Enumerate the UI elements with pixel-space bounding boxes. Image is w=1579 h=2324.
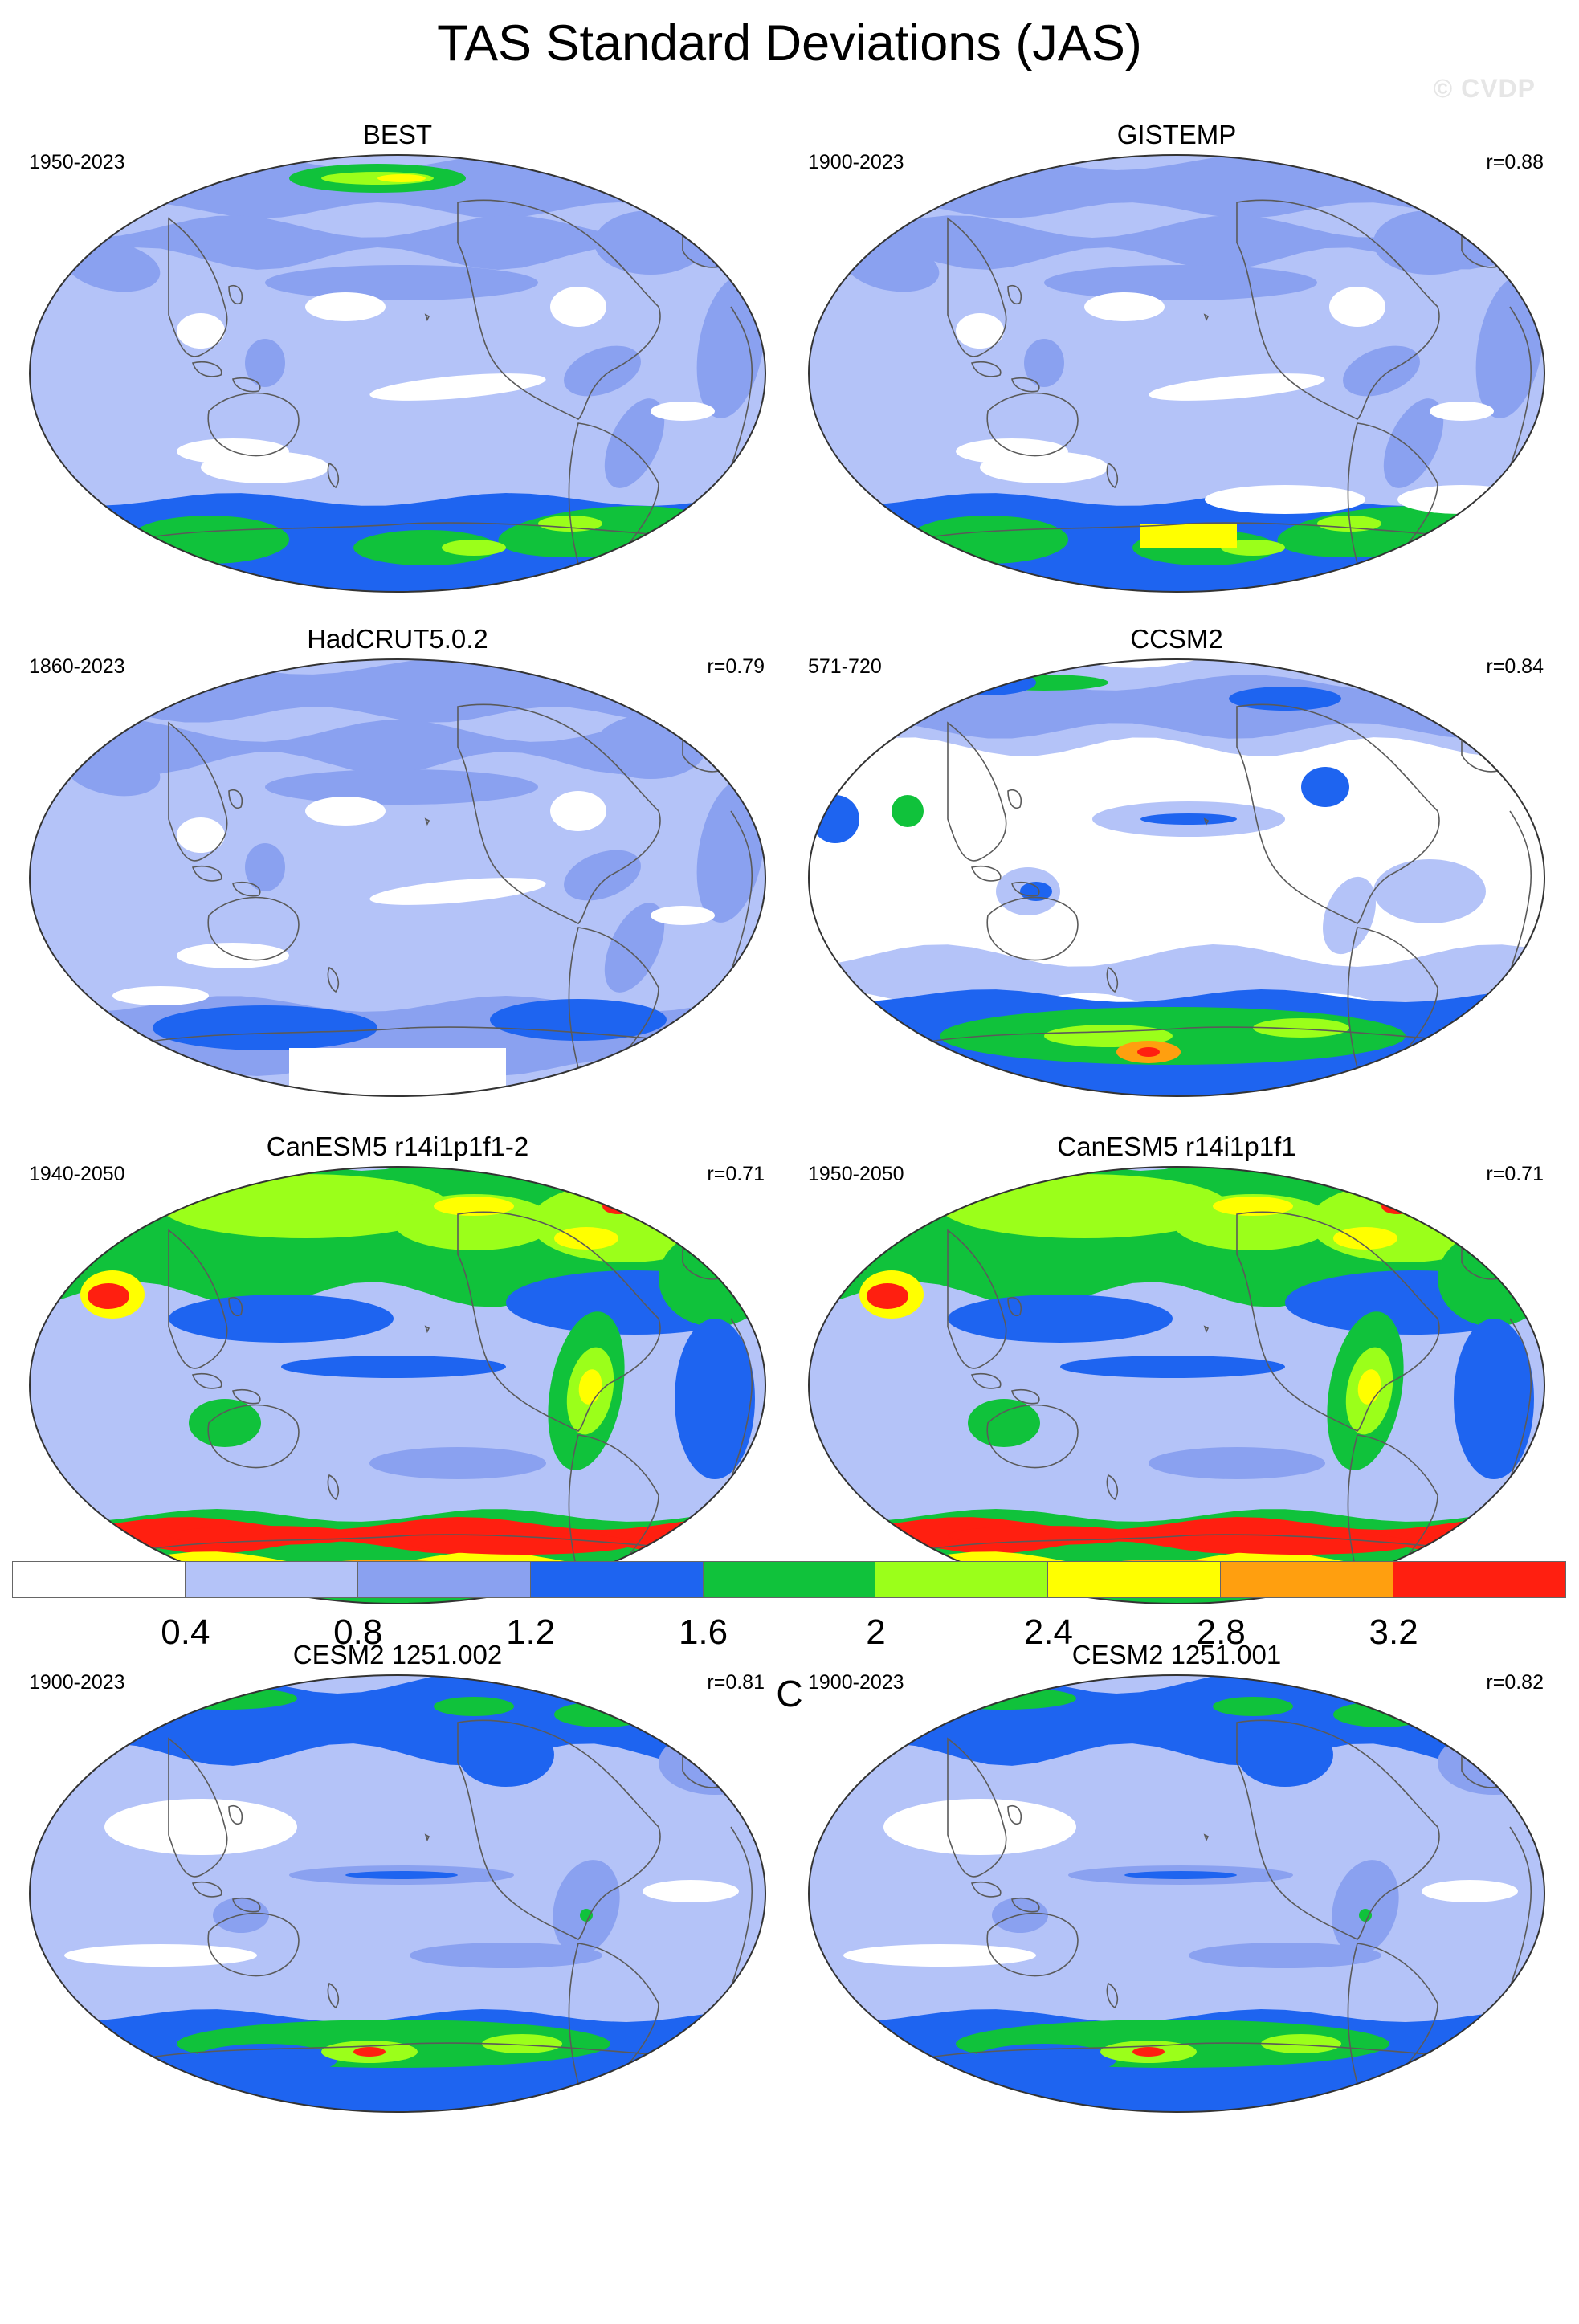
map-panel-ccsm2: CCSM2 571-720 r=0.84 xyxy=(803,618,1550,1097)
panel-period: 1900-2023 xyxy=(29,1671,125,1694)
robinson-map xyxy=(29,658,766,1097)
colorbar-box-7 xyxy=(1220,1561,1394,1598)
colorbar-box-5 xyxy=(875,1561,1049,1598)
robinson-map xyxy=(808,1166,1545,1604)
panel-period: 1900-2023 xyxy=(808,1671,904,1694)
colorbar-box-3 xyxy=(529,1561,704,1598)
map-panel-canesm5b: CanESM5 r14i1p1f1 1950-2050 r=0.71 xyxy=(803,1126,1550,1604)
panel-correlation: r=0.84 xyxy=(1486,655,1544,678)
panel-period: 1950-2050 xyxy=(808,1163,904,1185)
map-panel-hadcrut: HadCRUT5.0.2 1860-2023 r=0.79 xyxy=(24,618,771,1097)
robinson-map xyxy=(29,1674,766,2113)
robinson-map xyxy=(808,154,1545,593)
panel-title: GISTEMP xyxy=(1116,120,1237,149)
colorbar-box-0 xyxy=(12,1561,186,1598)
colorbar-tick-label: 3.2 xyxy=(1369,1613,1418,1652)
colorbar-tick-label: 2.8 xyxy=(1196,1613,1246,1652)
panel-correlation: r=0.71 xyxy=(707,1163,765,1185)
panel-period: 571-720 xyxy=(808,655,882,678)
panel-title: CESM2 1251.002 xyxy=(292,1640,503,1670)
panel-correlation: r=0.81 xyxy=(707,1671,765,1694)
panel-period: 1900-2023 xyxy=(808,151,904,173)
map-panel-gistemp: GISTEMP 1900-2023 r=0.88 xyxy=(803,114,1550,593)
map-panel-cesm2b: CESM2 1251.001 1900-2023 r=0.82 xyxy=(803,1634,1550,2113)
cvdp-watermark: © CVDP xyxy=(1433,74,1536,103)
map-panel-canesm5a: CanESM5 r14i1p1f1-2 1940-2050 r=0.71 xyxy=(24,1126,771,1604)
panel-period: 1860-2023 xyxy=(29,655,125,678)
robinson-map xyxy=(808,658,1545,1097)
colorbar-box-4 xyxy=(702,1561,876,1598)
colorbar-tick-label: 0.8 xyxy=(333,1613,383,1652)
colorbar-box-8 xyxy=(1393,1561,1567,1598)
panel-title: CESM2 1251.001 xyxy=(1071,1640,1282,1670)
robinson-map xyxy=(29,154,766,593)
colorbar-tick-label: 1.2 xyxy=(506,1613,556,1652)
colorbar-tick-label: 2 xyxy=(866,1613,886,1652)
robinson-map xyxy=(808,1674,1545,2113)
colorbar-unit: C xyxy=(776,1673,803,1714)
colorbar-tick-label: 1.6 xyxy=(678,1613,728,1652)
colorbar-box-2 xyxy=(357,1561,531,1598)
colorbar xyxy=(12,1561,1567,1598)
robinson-map xyxy=(29,1166,766,1604)
panel-correlation: r=0.82 xyxy=(1486,1671,1544,1694)
colorbar-tick-label: 2.4 xyxy=(1023,1613,1073,1652)
panel-period: 1940-2050 xyxy=(29,1163,125,1185)
map-panel-cesm2a: CESM2 1251.002 1900-2023 r=0.81 xyxy=(24,1634,771,2113)
panel-correlation: r=0.71 xyxy=(1486,1163,1544,1185)
panel-correlation: r=0.88 xyxy=(1486,151,1544,173)
colorbar-box-1 xyxy=(184,1561,358,1598)
figure-title: TAS Standard Deviations (JAS) xyxy=(437,15,1142,71)
map-panel-best: BEST 1950-2023 xyxy=(24,114,771,593)
panel-title: CanESM5 r14i1p1f1-2 xyxy=(266,1131,529,1161)
colorbar-box-6 xyxy=(1047,1561,1222,1598)
panel-title: HadCRUT5.0.2 xyxy=(307,624,488,654)
panel-title: BEST xyxy=(362,120,433,149)
panel-correlation: r=0.79 xyxy=(707,655,765,678)
panel-period: 1950-2023 xyxy=(29,151,125,173)
colorbar-tick-label: 0.4 xyxy=(161,1613,210,1652)
panel-title: CCSM2 xyxy=(1130,624,1223,654)
panel-title: CanESM5 r14i1p1f1 xyxy=(1057,1131,1296,1161)
